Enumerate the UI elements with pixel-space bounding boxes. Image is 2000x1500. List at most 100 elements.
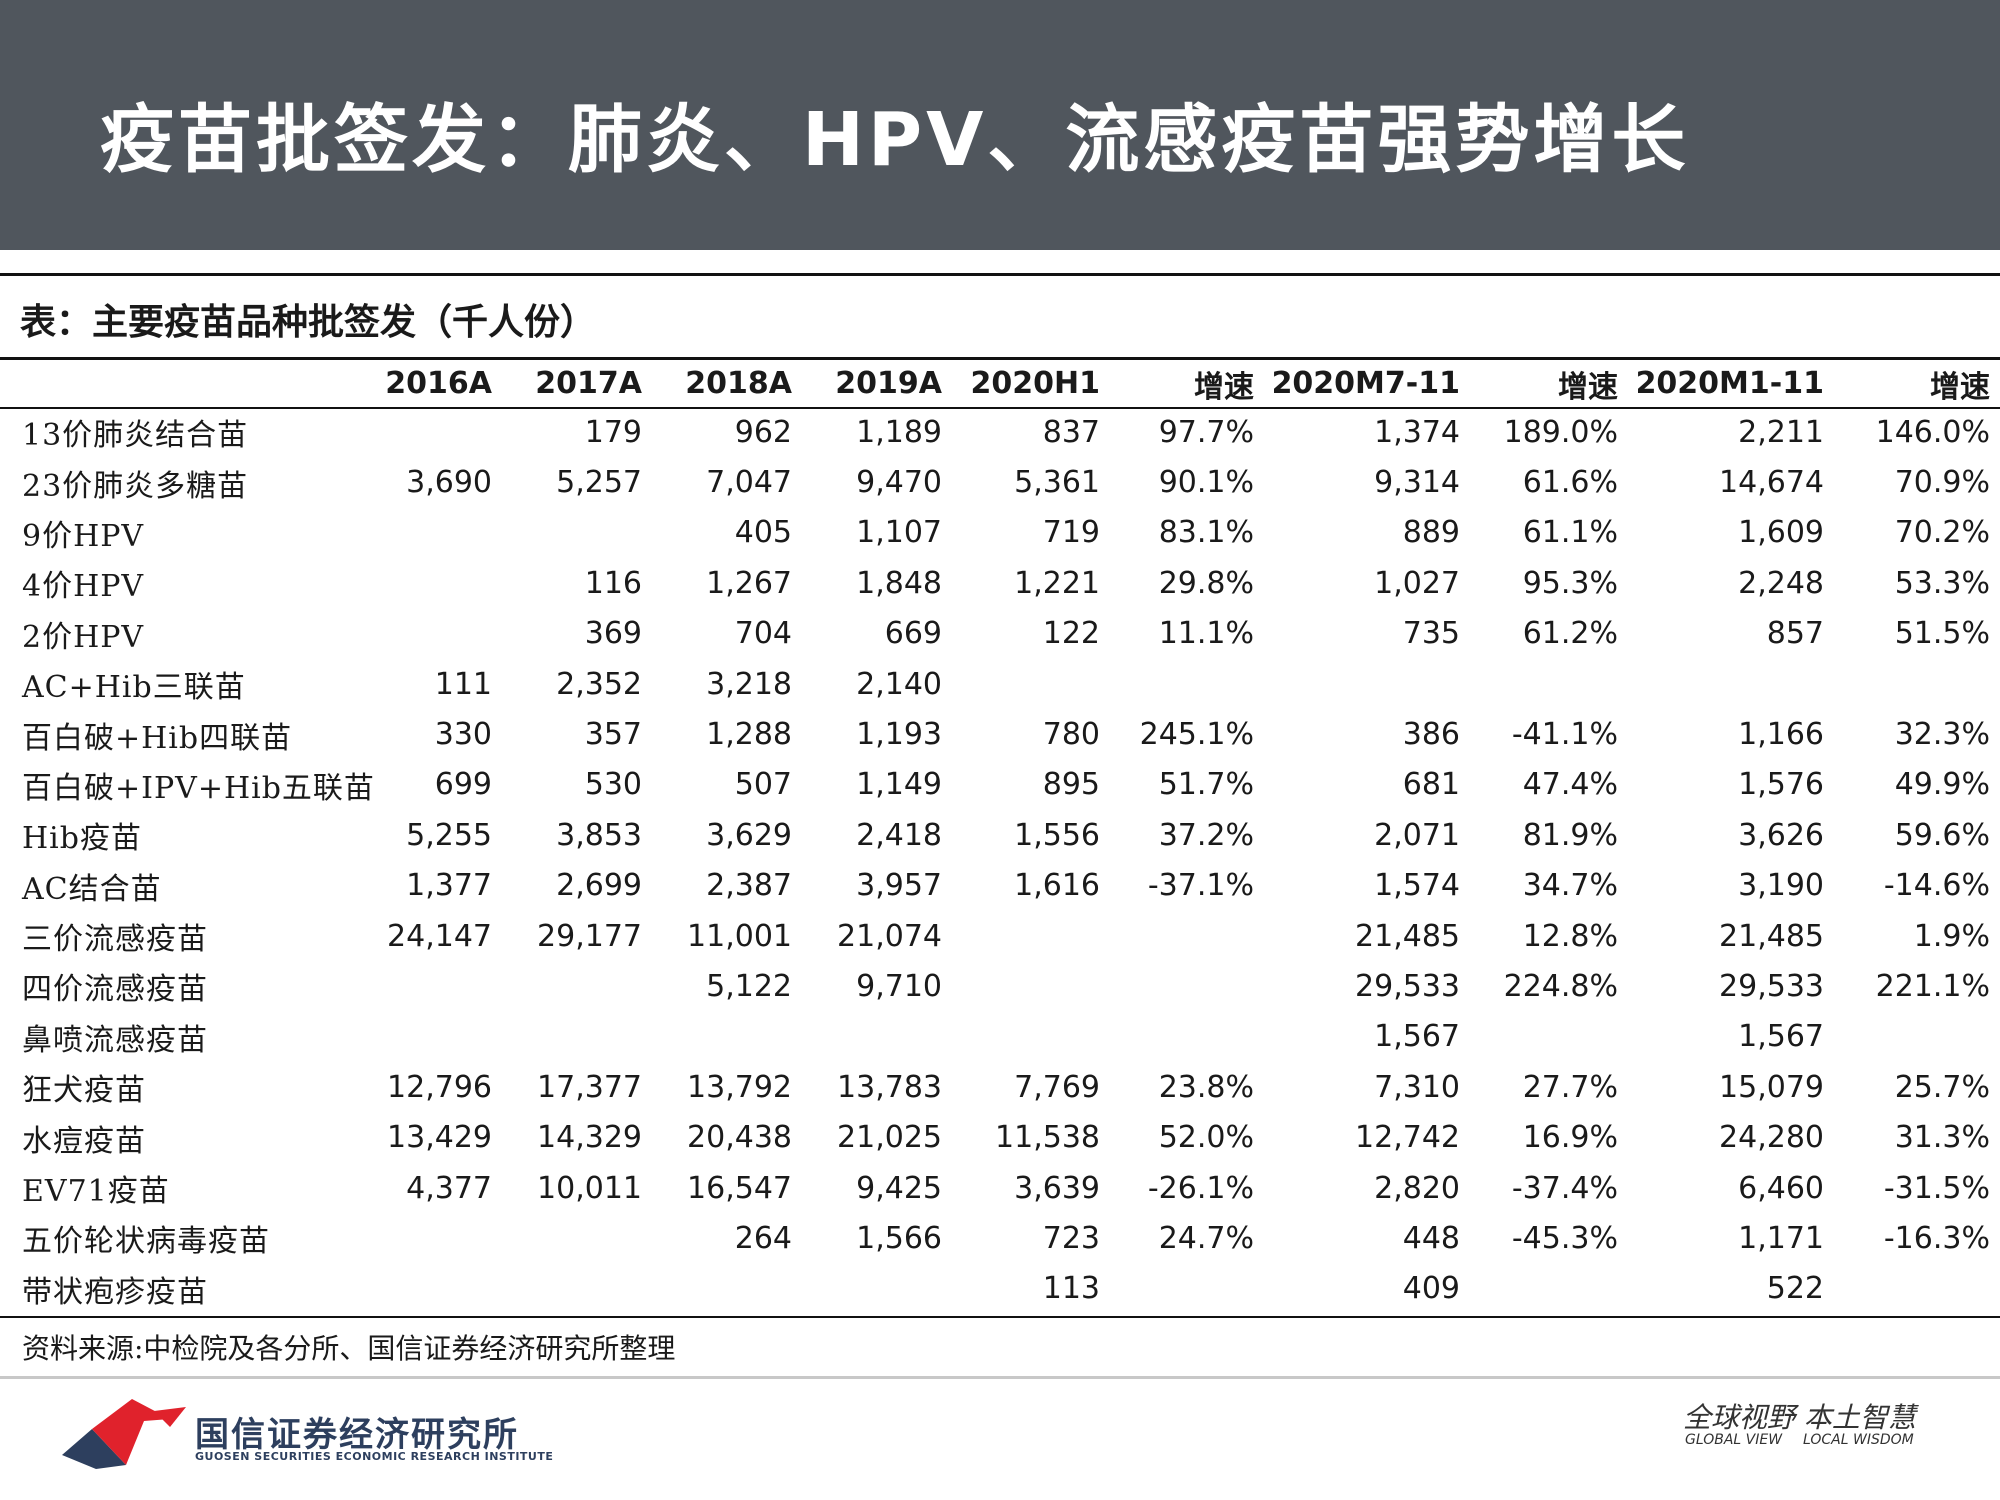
table-cell: 264 bbox=[734, 1220, 792, 1256]
table-cell bbox=[380, 961, 492, 1011]
vaccine-name-cell: 9价HPV bbox=[22, 518, 145, 554]
table-cell bbox=[1254, 659, 1460, 709]
table-cell: 10,011 bbox=[537, 1170, 642, 1206]
table-cell bbox=[1824, 1012, 2000, 1062]
table-cell bbox=[942, 1012, 1100, 1062]
table-cell: 719 bbox=[1042, 515, 1100, 551]
vaccine-name-cell: 水痘疫苗 bbox=[22, 1123, 146, 1159]
table-cell: 9,314 bbox=[1374, 465, 1460, 501]
table-cell: 2,387 bbox=[706, 868, 792, 904]
table-cell: 17,377 bbox=[537, 1069, 642, 1105]
table-cell: 61.1% bbox=[1522, 515, 1618, 551]
table-cell: 12,796 bbox=[387, 1069, 492, 1105]
table-cell: 21,485 bbox=[1355, 918, 1460, 954]
table-cell: 3,853 bbox=[556, 817, 642, 853]
table-cell: 122 bbox=[1042, 616, 1100, 652]
table-cell: 37.2% bbox=[1158, 817, 1254, 853]
table-cell: 1,576 bbox=[1738, 767, 1824, 803]
vaccine-name-cell: Hib疫苗 bbox=[22, 821, 142, 857]
divider-header-bottom bbox=[0, 407, 2000, 409]
table-cell: 146.0% bbox=[1875, 414, 1990, 450]
table-cell: 1,171 bbox=[1738, 1220, 1824, 1256]
column-header: 2018A bbox=[685, 366, 792, 401]
table-row: 狂犬疫苗 12,796 17,377 13,792 13,783 7,769 23.8% 7,… bbox=[0, 1062, 2000, 1112]
table-cell: 32.3% bbox=[1894, 717, 1990, 753]
table-cell: 5,361 bbox=[1014, 465, 1100, 501]
column-header: 2016A bbox=[385, 366, 492, 401]
table-cell bbox=[380, 508, 492, 558]
vaccine-name-cell: 23价肺炎多糖苗 bbox=[22, 468, 249, 504]
column-header: 增速 bbox=[1930, 369, 1990, 405]
table-cell: 12,742 bbox=[1355, 1120, 1460, 1156]
table-row: EV71疫苗 4,377 10,011 16,547 9,425 3,639 -26.1% 2… bbox=[0, 1163, 2000, 1213]
table-cell: 1,616 bbox=[1014, 868, 1100, 904]
table-cell bbox=[380, 558, 492, 608]
table-cell: 9,470 bbox=[856, 465, 942, 501]
table-cell bbox=[380, 1264, 492, 1314]
table-cell: -45.3% bbox=[1511, 1220, 1618, 1256]
table-row: 4价HPV 116 1,267 1,848 1,221 29.8% 1,027 95.3% 2,… bbox=[0, 558, 2000, 608]
table-cell: 723 bbox=[1042, 1220, 1100, 1256]
table-cell: 857 bbox=[1766, 616, 1824, 652]
table-cell: 1,193 bbox=[856, 717, 942, 753]
column-header: 2020H1 bbox=[970, 366, 1100, 401]
table-row: 23价肺炎多糖苗 3,690 5,257 7,047 9,470 5,361 90.1% 9,… bbox=[0, 457, 2000, 507]
guosen-logo-icon bbox=[62, 1399, 186, 1469]
table-cell: -37.1% bbox=[1147, 868, 1254, 904]
table-row: 百白破+Hib四联苗 330 357 1,288 1,193 780 245.1% 386 -4… bbox=[0, 709, 2000, 759]
table-cell: 1,166 bbox=[1738, 717, 1824, 753]
vaccine-name-cell: 狂犬疫苗 bbox=[22, 1073, 146, 1109]
table-cell: 52.0% bbox=[1158, 1120, 1254, 1156]
table-cell: 23.8% bbox=[1158, 1069, 1254, 1105]
table-cell: 113 bbox=[1042, 1271, 1100, 1307]
table-cell: 11,001 bbox=[687, 918, 792, 954]
table-cell: 5,255 bbox=[406, 817, 492, 853]
vaccine-name-cell: 百白破+Hib四联苗 bbox=[22, 720, 293, 756]
table-cell: 7,047 bbox=[706, 465, 792, 501]
table-cell: 27.7% bbox=[1522, 1069, 1618, 1105]
table-cell: 20,438 bbox=[687, 1120, 792, 1156]
table-cell: 735 bbox=[1402, 616, 1460, 652]
slogan-global-view: GLOBAL VIEW bbox=[1685, 1432, 1783, 1448]
table-cell bbox=[380, 609, 492, 659]
table-cell: 7,310 bbox=[1374, 1069, 1460, 1105]
table-cell bbox=[1100, 911, 1254, 961]
table-cell: 13,783 bbox=[837, 1069, 942, 1105]
table-cell: 3,626 bbox=[1738, 817, 1824, 853]
vaccine-name-cell: AC结合苗 bbox=[22, 871, 162, 907]
table-cell: 507 bbox=[734, 767, 792, 803]
table-cell: 53.3% bbox=[1894, 565, 1990, 601]
vaccine-name-cell: 五价轮状病毒疫苗 bbox=[22, 1224, 270, 1260]
table-cell: 1,027 bbox=[1374, 565, 1460, 601]
vaccine-name-cell: 带状疱疹疫苗 bbox=[22, 1274, 208, 1310]
logo-chinese-name: 国信证券经济研究所 bbox=[195, 1415, 519, 1455]
table-cell: 704 bbox=[734, 616, 792, 652]
table-cell: 90.1% bbox=[1158, 465, 1254, 501]
table-cell: 369 bbox=[584, 616, 642, 652]
table-cell: 2,071 bbox=[1374, 817, 1460, 853]
table-cell: 962 bbox=[734, 414, 792, 450]
table-cell: 25.7% bbox=[1894, 1069, 1990, 1105]
slogan-local-wisdom: LOCAL WISDOM bbox=[1803, 1432, 1914, 1448]
table-cell: -16.3% bbox=[1883, 1220, 1990, 1256]
table-cell: 837 bbox=[1042, 414, 1100, 450]
table-cell: 780 bbox=[1042, 717, 1100, 753]
table-cell: 1,221 bbox=[1014, 565, 1100, 601]
table-cell: 1,574 bbox=[1374, 868, 1460, 904]
table-cell: 29,177 bbox=[537, 918, 642, 954]
table-cell: 61.2% bbox=[1522, 616, 1618, 652]
table-row: 五价轮状病毒疫苗 264 1,566 723 24.7% 448 -45.3% 1,171 -1… bbox=[0, 1213, 2000, 1263]
table-cell: 357 bbox=[584, 717, 642, 753]
table-cell: 9,425 bbox=[856, 1170, 942, 1206]
table-cell: 699 bbox=[434, 767, 492, 803]
table-cell: 1,556 bbox=[1014, 817, 1100, 853]
table-cell: 14,674 bbox=[1719, 465, 1824, 501]
table-cell: 13,429 bbox=[387, 1120, 492, 1156]
table-cell: 3,629 bbox=[706, 817, 792, 853]
vaccine-name-cell: 三价流感疫苗 bbox=[22, 922, 208, 958]
table-cell: -31.5% bbox=[1883, 1170, 1990, 1206]
table-row: 三价流感疫苗 24,147 29,177 11,001 21,074 21,485 12.8… bbox=[0, 911, 2000, 961]
table-cell: 70.9% bbox=[1894, 465, 1990, 501]
table-cell: 16.9% bbox=[1522, 1120, 1618, 1156]
table-cell: 59.6% bbox=[1894, 817, 1990, 853]
